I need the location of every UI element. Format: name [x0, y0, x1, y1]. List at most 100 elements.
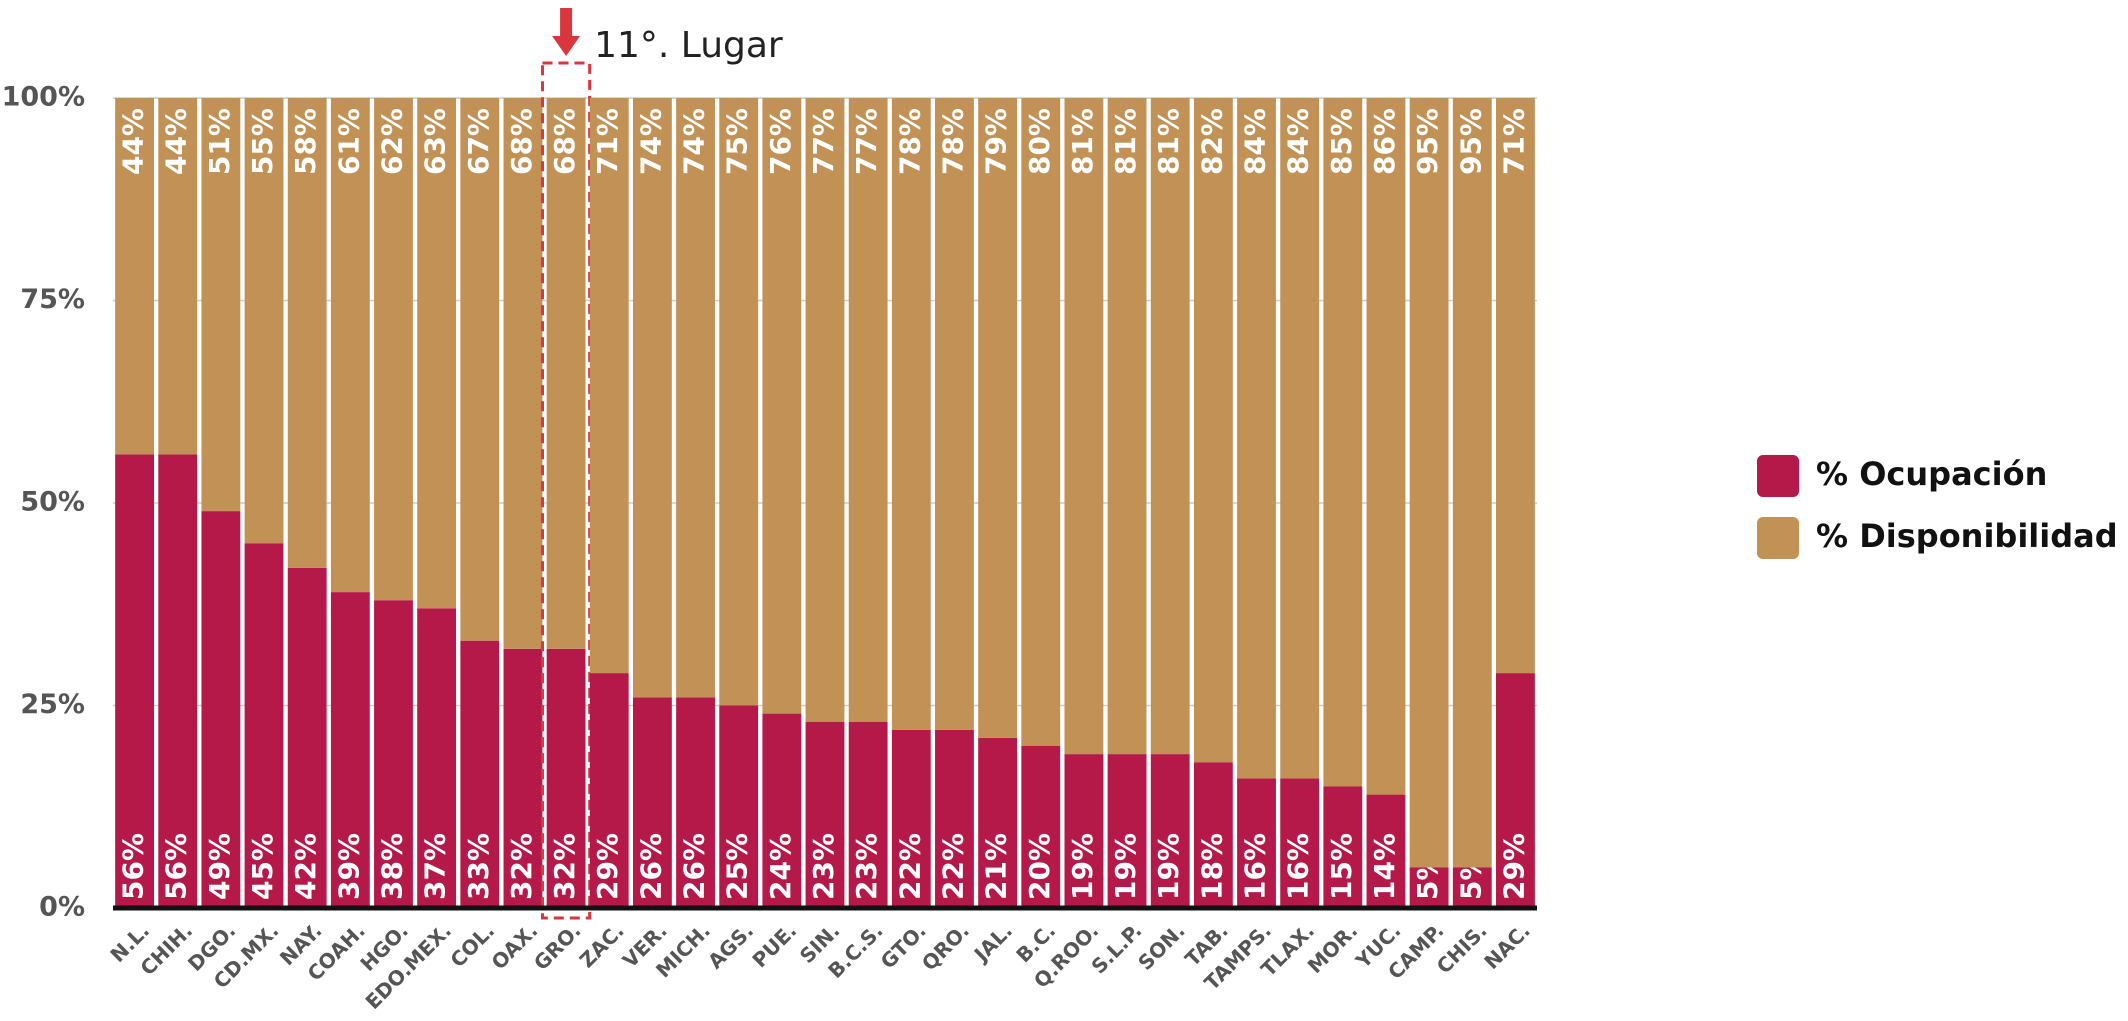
value-label: 55% [246, 108, 279, 175]
y-tick-label: 100% [2, 82, 85, 113]
bar-segment [1193, 98, 1233, 763]
value-label: 29% [591, 833, 624, 900]
value-label: 84% [1282, 108, 1315, 175]
x-tick-label: JAL. [968, 918, 1017, 967]
value-label: 79% [980, 108, 1013, 175]
bar-segment [1107, 98, 1147, 755]
value-label: 18% [1195, 833, 1228, 900]
value-label: 71% [1497, 108, 1530, 175]
bar-segment [374, 600, 413, 908]
value-label: 23% [850, 833, 883, 900]
value-label: 44% [117, 108, 150, 175]
value-label: 81% [1066, 108, 1099, 175]
value-label: 86% [1368, 108, 1401, 175]
value-label: 68% [548, 108, 581, 175]
value-label: 25% [721, 833, 754, 900]
bar-segment [676, 697, 715, 908]
x-tick-label: SON. [1133, 918, 1189, 974]
bar-segment [1021, 746, 1061, 908]
bar-segment [115, 454, 154, 908]
value-label: 51% [203, 108, 236, 175]
value-label: 61% [332, 108, 365, 175]
value-label: 75% [721, 108, 754, 175]
value-label: 14% [1368, 833, 1401, 900]
bar-segment [1452, 867, 1492, 908]
bar-segment [589, 673, 629, 908]
value-label: 24% [764, 833, 797, 900]
value-label: 16% [1282, 833, 1315, 900]
legend-label: % Disponibilidad [1816, 517, 2118, 555]
x-tick-label: NAC. [1479, 918, 1535, 974]
value-label: 81% [1152, 108, 1185, 175]
value-label: 21% [980, 833, 1013, 900]
value-label: 80% [1023, 108, 1056, 175]
x-tick-label: S.L.P. [1086, 918, 1146, 978]
value-label: 22% [893, 833, 926, 900]
bar-segment [848, 98, 888, 722]
y-tick-label: 25% [20, 689, 85, 720]
bar-segment [158, 454, 198, 908]
value-label: 26% [634, 833, 667, 900]
value-label: 37% [419, 833, 452, 900]
value-label: 71% [591, 108, 624, 175]
bar-segment [632, 98, 672, 698]
legend-swatch [1757, 517, 1799, 559]
value-label: 16% [1239, 833, 1272, 900]
bar-segment [1021, 98, 1061, 746]
x-tick-label: AGS. [703, 918, 758, 973]
value-label: 78% [893, 108, 926, 175]
value-label: 42% [289, 833, 322, 900]
value-label: 67% [462, 108, 495, 175]
bar-segment [330, 592, 370, 908]
value-label: 23% [807, 833, 840, 900]
bar-segment [1409, 867, 1449, 908]
bar-segment [1107, 754, 1147, 908]
value-label: 19% [1152, 833, 1185, 900]
value-label: 56% [117, 833, 150, 900]
y-tick-label: 50% [20, 487, 85, 518]
highlight-arrow [552, 8, 581, 56]
bar-segment [632, 697, 672, 908]
bar-segment [978, 98, 1018, 738]
x-tick-label: CHIS. [1432, 918, 1492, 978]
value-label: 84% [1239, 108, 1272, 175]
legend-swatch [1757, 455, 1799, 497]
bar-segment [287, 98, 327, 568]
value-label: 56% [160, 833, 193, 900]
annotation: 11°. Lugar [594, 25, 783, 66]
value-label: 78% [936, 108, 969, 175]
bar-segment [1280, 778, 1320, 908]
value-label: 33% [462, 833, 495, 900]
bar-segment [546, 98, 586, 649]
bar-segment [719, 705, 759, 908]
bar-segment [848, 721, 888, 908]
bar-segment [891, 98, 931, 730]
bar-segment [374, 98, 413, 601]
x-tick-label: OAX. [487, 918, 543, 974]
bar-segment [1150, 98, 1190, 755]
value-label: 32% [548, 833, 581, 900]
bar-segment [1496, 673, 1535, 908]
value-label: 95% [1454, 108, 1487, 175]
value-label: 19% [1109, 833, 1142, 900]
x-tick-label: ZAC. [575, 918, 629, 972]
bar-segment [287, 567, 327, 908]
bar-segment [805, 721, 845, 908]
bar-segment [546, 648, 586, 908]
bar-segment [1064, 98, 1104, 755]
y-tick-label: 0% [39, 892, 85, 923]
value-label: 39% [332, 833, 365, 900]
x-tick-label: PUE. [747, 918, 801, 972]
bar-segment [1366, 794, 1406, 908]
value-label: 95% [1411, 108, 1444, 175]
bar-segment [417, 608, 457, 908]
bar-segment [417, 98, 457, 609]
bar-segment [201, 511, 241, 908]
bar-segment [676, 98, 715, 698]
value-label: 49% [203, 833, 236, 900]
bar-segment [503, 648, 543, 908]
value-label: 77% [850, 108, 883, 175]
bar-segment [330, 98, 370, 593]
bar-segment [1280, 98, 1320, 779]
legend-label: % Ocupación [1816, 455, 2047, 493]
